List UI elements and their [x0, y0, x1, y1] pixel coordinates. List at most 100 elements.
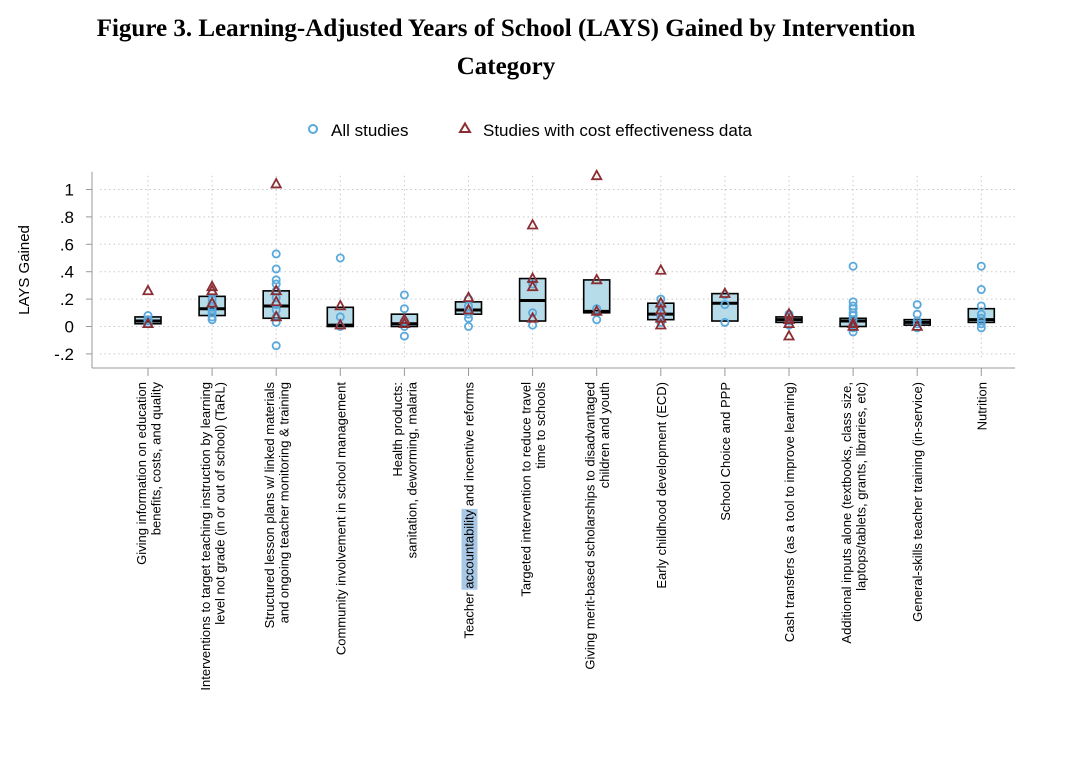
all-studies-point [271, 264, 281, 274]
cost-effectiveness-point [526, 271, 539, 283]
cost-effectiveness-point [654, 318, 667, 330]
cost-effectiveness-point [782, 307, 796, 319]
x-category-label-line: children and youth [597, 382, 612, 488]
x-category-label-line: Health products: [390, 382, 405, 477]
y-tick-label: -.2 [54, 345, 74, 364]
cost-effectiveness-point [654, 263, 667, 275]
all-studies-point [912, 300, 922, 310]
all-studies-point [848, 327, 858, 337]
legend-label-cost-effectiveness: Studies with cost effectiveness data [483, 121, 753, 140]
chart-legend: All studies Studies with cost effectiven… [308, 121, 753, 140]
y-tick-label: 1 [65, 181, 74, 200]
all-studies-point [271, 249, 281, 259]
x-category-label: Targeted intervention to reduce travel ti… [518, 382, 548, 597]
x-category-label-line: benefits, costs, and quality [148, 382, 163, 536]
all-studies-point [399, 331, 409, 341]
all-studies-point [976, 285, 986, 295]
x-category-label: Community involvement in school manageme… [333, 382, 348, 656]
x-category-label-line: Additional inputs alone (textbooks, clas… [839, 382, 854, 644]
legend-triangle-marker [458, 121, 472, 133]
x-category-label: Giving merit-based scholarships to disad… [582, 382, 612, 670]
cost-effectiveness-point [846, 316, 860, 329]
y-tick-label: .4 [60, 263, 74, 282]
x-category-label-line: Interventions to target teaching instruc… [198, 382, 213, 691]
cost-effectiveness-point [462, 290, 475, 303]
x-category-label-line: Community involvement in school manageme… [333, 382, 348, 656]
all-studies-point [207, 294, 217, 304]
all-studies-point [271, 317, 281, 327]
y-axis: -.2 0 .2 .4 .6 .8 1 [54, 171, 93, 368]
x-category-label-line: sanitation, deworming, malaria [405, 381, 420, 558]
cost-effectiveness-point [654, 296, 667, 308]
cost-effectiveness-point [270, 284, 283, 296]
all-studies-point [720, 317, 730, 327]
x-category-label: Giving information on education benefits,… [134, 382, 164, 565]
cost-effectiveness-point [270, 294, 283, 307]
x-category-label-line: Cash transfers (as a tool to improve lea… [782, 382, 797, 642]
all-studies-point [976, 309, 986, 319]
x-category-label-line: Giving information on education [134, 382, 149, 565]
all-studies-point [463, 313, 473, 323]
cost-effectiveness-point [590, 304, 603, 316]
label-highlighted-text: accountability [462, 509, 477, 588]
chart-title-line-1: Figure 3. Learning-Adjusted Years of Sch… [96, 15, 916, 42]
cost-effectiveness-point [270, 310, 283, 322]
x-category-label: Health products: sanitation, deworming, m… [390, 381, 420, 558]
x-category-label: Nutrition [974, 382, 989, 430]
y-tick-label: .2 [60, 290, 74, 309]
all-studies-point [976, 313, 986, 323]
x-category-label: School Choice and PPP [718, 382, 733, 521]
y-tick-label: .8 [60, 208, 74, 227]
chart-title-line-2: Category [456, 53, 556, 80]
x-category-label-line: General-skills teacher training (in-serv… [910, 382, 925, 622]
all-studies-point [848, 261, 858, 271]
cost-effectiveness-point [526, 279, 539, 292]
label-text-part: and incentive reforms [462, 382, 477, 510]
all-studies-point [207, 308, 217, 318]
x-category-label-line: Giving merit-based scholarships to disad… [582, 382, 597, 670]
x-category-label-line: Structured lesson plans w/ linked materi… [262, 382, 277, 629]
all-studies-point [848, 297, 858, 307]
x-category-label: General-skills teacher training (in-serv… [910, 382, 925, 622]
all-studies-point [976, 319, 986, 329]
chart-title: Figure 3. Learning-Adjusted Years of Sch… [0, 10, 1012, 86]
x-category-label-line: School Choice and PPP [718, 382, 733, 521]
cost-effectiveness-point [205, 279, 219, 292]
all-studies-point [335, 253, 345, 263]
all-studies-point [463, 321, 473, 331]
all-studies-point [912, 309, 922, 319]
x-axis: Giving information on education benefits,… [92, 367, 1015, 691]
x-category-label-line: Targeted intervention to reduce travel [518, 382, 533, 597]
legend-circle-marker [308, 124, 318, 134]
all-studies-point [592, 315, 602, 325]
all-studies-point [271, 275, 281, 285]
cost-effectiveness-point [526, 218, 539, 230]
cost-effectiveness-point [782, 312, 796, 324]
cost-effectiveness-point [654, 311, 667, 323]
grid-lines [100, 175, 1015, 358]
all-studies-point [399, 304, 409, 314]
cost-effectiveness-point [141, 316, 155, 329]
all-studies-point [528, 308, 538, 318]
x-category-label: Early childhood development (ECD) [654, 382, 669, 589]
cost-effectiveness-point [846, 319, 860, 331]
legend-label-all-studies: All studies [331, 121, 408, 140]
x-category-label: Teacher accountability and incentive ref… [461, 382, 478, 639]
y-tick-label: 0 [65, 318, 74, 337]
all-studies-point [976, 301, 986, 311]
cost-effectiveness-point [270, 177, 283, 189]
cost-effectiveness-point [590, 273, 603, 285]
y-axis-label: LAYS Gained [16, 225, 33, 315]
cost-effectiveness-point [205, 296, 219, 308]
cost-effectiveness-point [654, 303, 667, 315]
x-category-label: Additional inputs alone (textbooks, clas… [839, 382, 869, 644]
x-category-label-line: level not grade (in or out of school) (T… [212, 382, 227, 625]
text-selection-highlight [461, 508, 478, 590]
x-category-label-line: laptops/tablets, grants, libraries, etc) [853, 382, 868, 591]
all-studies-point [399, 290, 409, 300]
x-category-label-line: and ongoing teacher monitoring & trainin… [276, 382, 291, 623]
cost-effectiveness-point [718, 286, 732, 298]
all-studies-point [848, 301, 858, 311]
cost-effectiveness-point [141, 284, 155, 296]
